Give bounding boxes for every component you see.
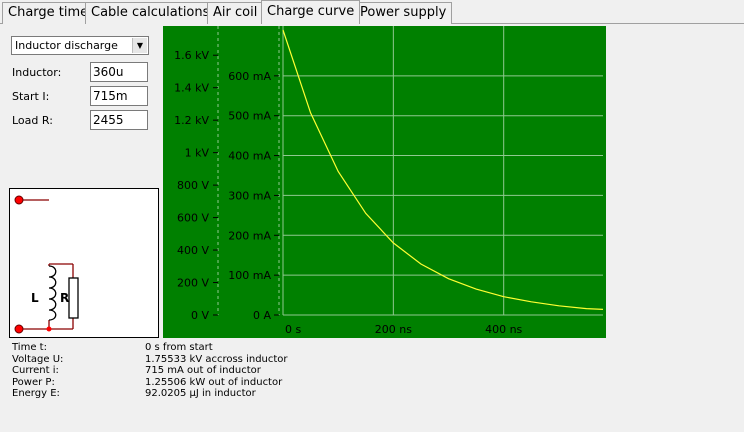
current-tick-label: 100 mA [228,269,271,282]
start-i-label: Start I: [12,90,50,103]
inductor-coil [48,265,57,321]
tab-charge-curve[interactable]: Charge curve [261,0,361,24]
readout-current: Current i: 715 mA out of inductor [12,365,412,377]
readout-time-label: Time t: [12,342,47,353]
readout-energy-value: 92.0205 µJ in inductor [145,388,256,399]
readout-current-label: Current i: [12,365,59,376]
plot-background [163,26,606,338]
time-tick-label: 400 ns [485,323,522,336]
tab-bar: Charge time Cable calculations Air coil … [0,0,744,24]
mode-select[interactable]: Inductor discharge ▼ [11,36,149,55]
charge-curve-plot: 0 V 200 V 400 V 600 V 800 V 1 kV 1.2 kV 1.4 kV 1… [163,26,606,338]
inductor-input[interactable]: 360u [90,62,148,82]
tab-charge-time[interactable]: Charge time [2,2,95,24]
inductor-label: Inductor: [12,66,62,79]
terminal-bottom [14,324,24,334]
voltage-tick-label: 600 V [177,212,209,225]
readout-current-value: 715 mA out of inductor [145,365,261,376]
resistor-symbol [68,277,79,319]
time-tick-label: 200 ns [375,323,412,336]
load-r-input[interactable]: 2455 [90,110,148,130]
resistor-symbol-label: R [60,291,69,305]
circuit-schematic: L R [9,188,159,338]
schematic-frame [9,188,159,338]
readout-voltage-value: 1.75533 kV accross inductor [145,353,288,365]
readout-power: Power P: 1.25506 kW out of inductor [12,377,412,389]
junction-node [46,326,52,332]
current-curve-series [282,29,604,310]
current-tick-label: 200 mA [228,229,271,242]
voltage-tick-label: 1.6 kV [174,49,209,62]
terminal-top [14,195,24,205]
time-tick-label: 0 s [285,323,301,336]
readout-voltage: Voltage U: 1.75533 kV accross inductor [12,354,412,366]
voltage-tick-label: 200 V [177,277,209,290]
readout-power-value: 1.25506 kW out of inductor [145,376,283,388]
voltage-tick-label: 400 V [177,244,209,257]
current-tick-label: 400 mA [228,150,271,163]
tab-power-supply[interactable]: Power supply [354,2,453,24]
readout-voltage-label: Voltage U: [12,353,64,365]
start-i-input[interactable]: 715m [90,86,148,106]
plot-tick-labels: 0 V 200 V 400 V 600 V 800 V 1 kV 1.2 kV 1.4 kV 1… [174,49,522,336]
tab-cable-calculations[interactable]: Cable calculations [85,2,216,24]
readout-time: Time t: 0 s from start [12,342,412,354]
readout-panel: Time t: 0 s from start Voltage U: 1.75533 … [12,342,412,400]
readout-time-value: 0 s from start [145,342,213,353]
chevron-down-icon[interactable]: ▼ [132,38,147,53]
load-r-label: Load R: [12,114,53,127]
current-tick-label: 500 mA [228,110,271,123]
voltage-tick-label: 1.4 kV [174,82,209,95]
readout-power-label: Power P: [12,376,55,388]
current-tick-label: 300 mA [228,189,271,202]
readout-energy-label: Energy E: [12,388,60,399]
mode-select-value: Inductor discharge [15,39,118,52]
voltage-tick-label: 0 V [191,309,209,322]
voltage-tick-label: 800 V [177,179,209,192]
voltage-tick-label: 1.2 kV [174,114,209,127]
current-tick-label: 0 A [253,309,271,322]
current-tick-label: 600 mA [228,70,271,83]
voltage-tick-label: 1 kV [185,147,210,160]
inductor-symbol-label: L [31,291,39,305]
tab-air-coil[interactable]: Air coil [207,2,264,24]
readout-energy: Energy E: 92.0205 µJ in inductor [12,388,412,400]
